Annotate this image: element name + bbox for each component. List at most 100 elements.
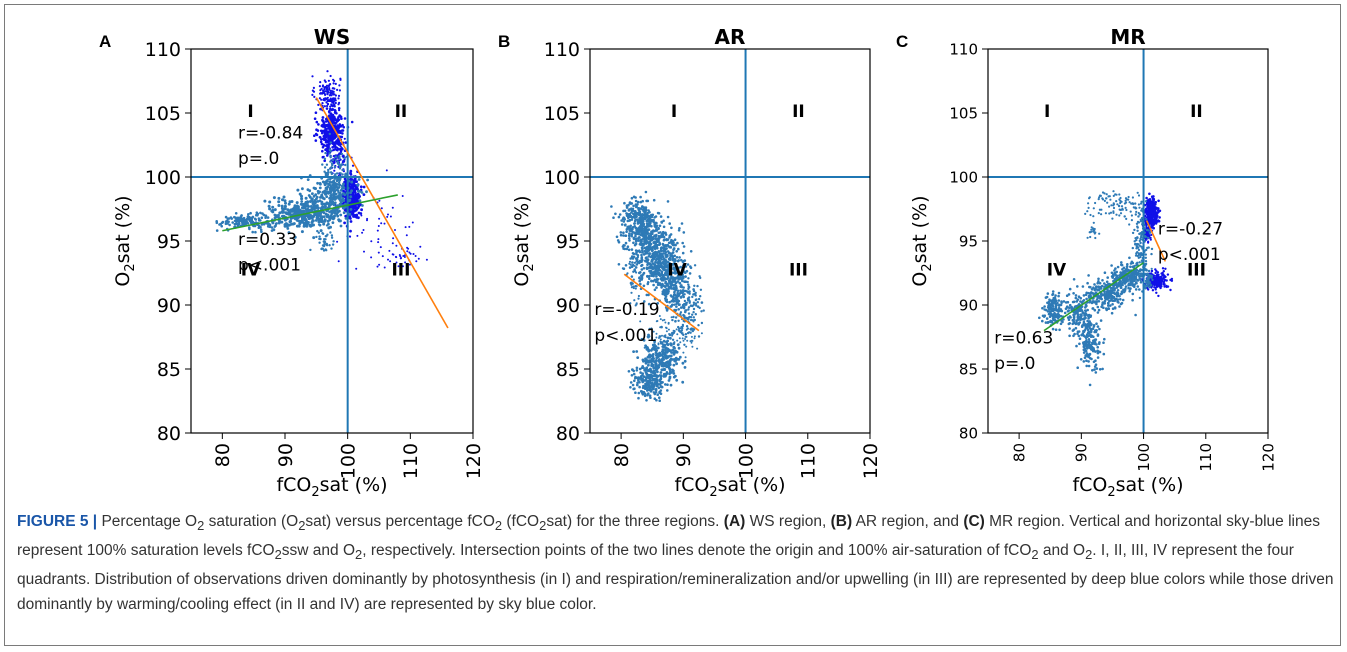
- data-point: [633, 261, 637, 264]
- data-point: [319, 140, 323, 144]
- data-point: [669, 245, 672, 249]
- data-point: [1094, 329, 1097, 332]
- data-point: [335, 172, 339, 175]
- data-point: [343, 177, 347, 181]
- data-point: [272, 196, 276, 200]
- data-point: [333, 148, 337, 151]
- data-point: [239, 216, 243, 219]
- data-point: [1065, 305, 1069, 309]
- data-point: [331, 202, 334, 206]
- data-point: [332, 182, 336, 186]
- data-point: [1093, 283, 1096, 286]
- data-point: [692, 301, 696, 304]
- data-point: [656, 366, 659, 370]
- data-point: [253, 224, 257, 228]
- data-point: [360, 208, 363, 212]
- data-point: [684, 356, 687, 359]
- data-point: [659, 385, 663, 388]
- data-point: [1075, 344, 1078, 348]
- data-point: [659, 376, 663, 380]
- data-point: [310, 215, 313, 219]
- y-tick-label: 110: [544, 39, 580, 61]
- data-point: [670, 304, 674, 307]
- data-point: [323, 191, 327, 195]
- data-point: [650, 258, 654, 262]
- data-point: [1068, 287, 1072, 291]
- data-point: [634, 234, 637, 238]
- data-point: [330, 113, 334, 117]
- data-point: [325, 101, 328, 104]
- data-point: [657, 342, 660, 345]
- data-point: [664, 347, 667, 351]
- data-point: [341, 132, 344, 135]
- data-point: [339, 145, 342, 148]
- data-point: [662, 219, 665, 223]
- data-point: [338, 183, 342, 187]
- data-point: [619, 233, 623, 237]
- data-point: [649, 396, 652, 400]
- data-point: [650, 364, 653, 367]
- data-point: [1116, 298, 1120, 301]
- data-point: [282, 210, 285, 214]
- data-point: [1050, 307, 1053, 311]
- data-point: [381, 255, 384, 258]
- data-point: [1072, 315, 1076, 319]
- data-point: [1043, 314, 1047, 318]
- data-point: [687, 318, 690, 320]
- panel-letter: A: [99, 32, 111, 51]
- data-point: [1045, 295, 1049, 299]
- data-point: [679, 313, 682, 316]
- y-tick-label: 85: [556, 359, 580, 381]
- data-point: [327, 178, 330, 181]
- data-point: [255, 213, 258, 217]
- data-point: [671, 276, 675, 279]
- data-point: [1157, 275, 1160, 279]
- data-point: [1096, 345, 1099, 349]
- data-point: [627, 248, 631, 252]
- data-point: [1155, 274, 1158, 278]
- data-point: [657, 386, 661, 390]
- data-point: [262, 223, 266, 226]
- data-point: [670, 241, 673, 245]
- data-point: [281, 198, 284, 202]
- data-point: [324, 235, 327, 238]
- data-point: [658, 383, 662, 386]
- data-point: [650, 327, 653, 330]
- data-point: [1061, 320, 1064, 324]
- data-point: [630, 234, 633, 238]
- data-point: [1084, 312, 1087, 315]
- data-point: [684, 338, 686, 340]
- data-point: [1113, 287, 1117, 290]
- data-point: [325, 130, 328, 133]
- data-point: [1053, 312, 1056, 316]
- data-point: [276, 215, 280, 218]
- data-point: [277, 196, 281, 200]
- data-point: [675, 302, 678, 306]
- data-point: [303, 223, 307, 227]
- data-point: [1098, 327, 1101, 331]
- data-point: [351, 164, 355, 167]
- data-point: [648, 211, 651, 214]
- data-point: [340, 135, 344, 139]
- data-point: [674, 277, 678, 280]
- data-point: [311, 192, 314, 196]
- data-point: [674, 319, 677, 322]
- data-point: [627, 234, 631, 237]
- data-point: [691, 345, 694, 348]
- data-point: [687, 277, 690, 280]
- data-point: [1157, 294, 1160, 298]
- data-point: [303, 217, 307, 221]
- data-point: [419, 245, 422, 248]
- data-point: [254, 230, 257, 234]
- data-point: [662, 243, 665, 247]
- data-point: [383, 266, 386, 269]
- data-point: [687, 312, 691, 315]
- correlation-annotation: r=0.33: [238, 230, 297, 250]
- data-point: [694, 302, 697, 305]
- data-point: [320, 193, 324, 197]
- data-point: [645, 240, 649, 244]
- data-point: [1087, 364, 1091, 368]
- data-point: [636, 255, 640, 259]
- data-point: [1163, 276, 1166, 279]
- data-point: [664, 295, 668, 298]
